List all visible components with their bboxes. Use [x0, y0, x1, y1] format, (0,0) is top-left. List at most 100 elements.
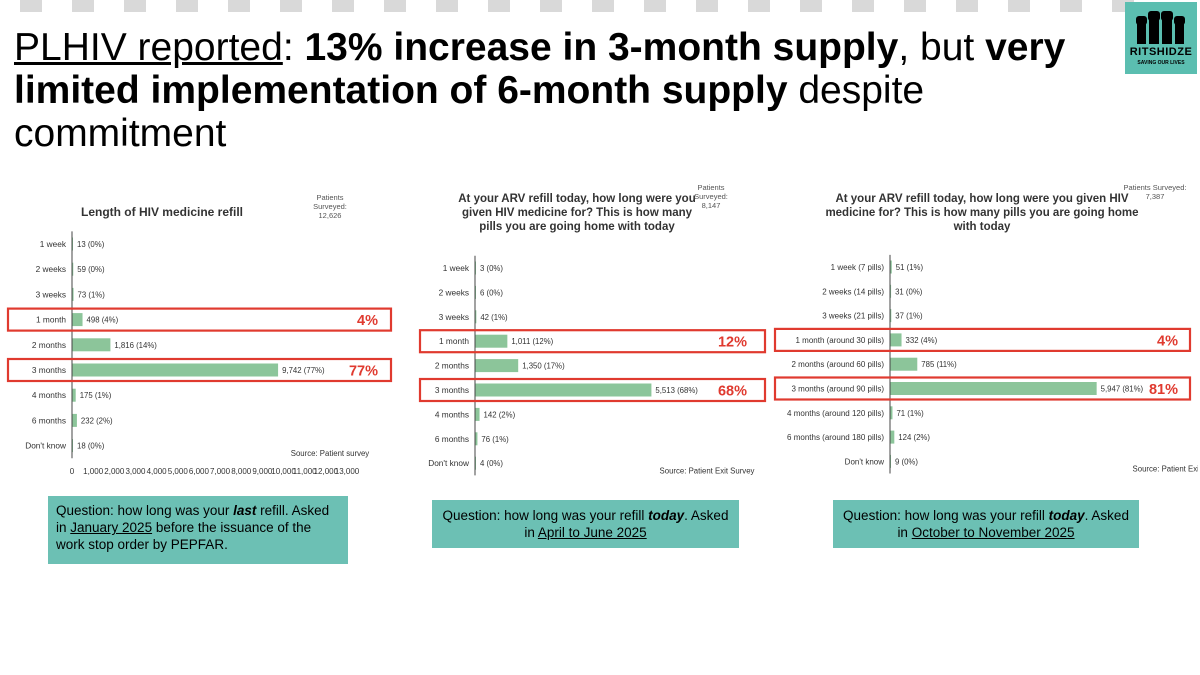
chart-title-line: pills you are going home with today	[479, 221, 675, 233]
x-tick-label: 4,000	[147, 467, 168, 476]
question-emph: today	[648, 508, 685, 523]
title-colon: :	[282, 26, 305, 69]
data-label: 51 (1%)	[896, 263, 924, 272]
bar-3	[72, 287, 74, 301]
question-box-april-june: Question: how long was your refill today…	[432, 500, 739, 548]
question-date: April to June 2025	[537, 525, 647, 540]
bar-5	[72, 338, 111, 352]
data-label: 785 (11%)	[921, 360, 957, 369]
bar-8	[890, 430, 895, 444]
question-emph: last	[233, 503, 257, 518]
data-label: 71 (1%)	[896, 409, 924, 418]
data-label: 76 (1%)	[481, 435, 509, 444]
x-tick-label: 8,000	[231, 467, 252, 476]
bar-7	[890, 406, 893, 420]
x-tick-label: 13,000	[335, 467, 360, 476]
category-label: Don't know	[25, 441, 67, 451]
category-label: 4 months	[435, 409, 469, 419]
chart-title: Length of HIV medicine refill	[81, 205, 243, 219]
x-tick-label: 7,000	[210, 467, 231, 476]
x-tick-label: 10,000	[271, 467, 296, 476]
data-label: 175 (1%)	[80, 391, 112, 400]
data-label: 6 (0%)	[480, 288, 503, 297]
ritshidze-logo: RITSHIDZE SAVING OUR LIVES	[1125, 2, 1197, 74]
question-mid: . Asked in	[897, 508, 1129, 540]
x-tick-label: 0	[70, 467, 75, 476]
surveyed-count: 7,387	[1146, 192, 1165, 201]
category-label: 2 months	[32, 340, 66, 350]
category-label: 1 week	[40, 239, 67, 249]
data-label: 332 (4%)	[906, 336, 938, 345]
highlight-box	[418, 377, 767, 403]
bar-6	[475, 383, 652, 397]
data-label: 124 (2%)	[898, 433, 930, 442]
highlight-percent: 4%	[357, 313, 378, 329]
category-label: 4 months (around 120 pills)	[787, 409, 884, 418]
bar-7	[72, 388, 76, 402]
bar-7	[475, 407, 480, 421]
category-label: 6 months	[435, 434, 469, 444]
chart-title-line: At your ARV refill today, how long were …	[835, 193, 1128, 205]
data-label: 18 (0%)	[77, 442, 105, 451]
bar-5	[475, 359, 519, 373]
category-label: 1 week (7 pills)	[831, 263, 885, 272]
x-tick-label: 12,000	[314, 467, 339, 476]
x-tick-label: 2,000	[104, 467, 125, 476]
highlight-box	[418, 329, 767, 354]
highlight-percent: 12%	[718, 335, 747, 351]
bar-4	[72, 313, 83, 327]
raised-fists-icon	[1136, 11, 1185, 44]
bar-6	[72, 363, 279, 377]
surveyed-label: Surveyed:	[694, 192, 728, 201]
data-label: 1,350 (17%)	[522, 362, 565, 371]
surveyed-label: Patients Surveyed:	[1124, 183, 1187, 192]
data-label: 5,947 (81%)	[1101, 385, 1144, 394]
category-label: 3 weeks	[36, 289, 66, 299]
data-label: 1,816 (14%)	[114, 341, 157, 350]
slide-title: PLHIV reported: 13% increase in 3-month …	[14, 26, 1124, 155]
chart-april-june-2025: At your ARV refill today, how long were …	[405, 180, 770, 476]
surveyed-count: 12,626	[319, 211, 342, 220]
data-label: 5,513 (68%)	[655, 386, 698, 395]
category-label: 1 month (around 30 pills)	[796, 336, 885, 345]
category-label: 3 weeks (21 pills)	[822, 312, 884, 321]
data-label: 59 (0%)	[77, 265, 105, 274]
question-pre: Question: how long was your	[56, 503, 234, 518]
category-label: 3 months (around 90 pills)	[792, 385, 885, 394]
question-pre: Question: how long was your refill	[843, 508, 1049, 523]
surveyed-label: Patients	[697, 183, 724, 192]
surveyed-count: 8,147	[702, 201, 721, 210]
data-label: 3 (0%)	[480, 264, 503, 273]
data-label: 142 (2%)	[484, 410, 516, 419]
question-pre: Question: how long was your refill	[442, 508, 649, 523]
category-label: 2 months	[435, 361, 469, 371]
chart-january-2025: Length of HIV medicine refill Patients Sur…	[0, 180, 395, 476]
question-date: January 2025	[70, 520, 153, 535]
category-label: 1 week	[443, 263, 470, 273]
chart-title-line: with today	[953, 221, 1011, 233]
highlight-box	[773, 376, 1192, 401]
category-label: 3 months	[435, 385, 469, 395]
title-mid: , but	[898, 26, 986, 69]
highlight-percent: 4%	[1157, 333, 1178, 349]
data-label: 42 (1%)	[480, 313, 508, 322]
bar-4	[475, 334, 508, 348]
surveyed-label: Patients	[316, 193, 343, 202]
data-label: 498 (4%)	[87, 316, 119, 325]
title-bold-2: very limited implementation of 6-month s…	[14, 26, 1066, 112]
highlight-percent: 81%	[1149, 382, 1178, 398]
data-label: 4 (0%)	[480, 459, 503, 468]
category-label: 1 month	[439, 336, 469, 346]
chart-title-line: medicine for? This is how many pills you…	[825, 207, 1138, 219]
data-label: 1,011 (12%)	[511, 337, 553, 346]
highlight-box	[773, 327, 1192, 352]
x-tick-label: 9,000	[252, 467, 273, 476]
top-dash-border	[0, 0, 1134, 12]
bar-2	[72, 262, 74, 276]
title-bold-1: 13% increase in 3-month supply	[304, 26, 899, 69]
category-label: 3 weeks	[439, 312, 469, 322]
bar-3	[890, 309, 892, 323]
category-label: 6 months (around 180 pills)	[787, 433, 884, 442]
x-tick-label: 3,000	[125, 467, 146, 476]
question-post: before the issuance of the work stop ord…	[56, 520, 312, 552]
